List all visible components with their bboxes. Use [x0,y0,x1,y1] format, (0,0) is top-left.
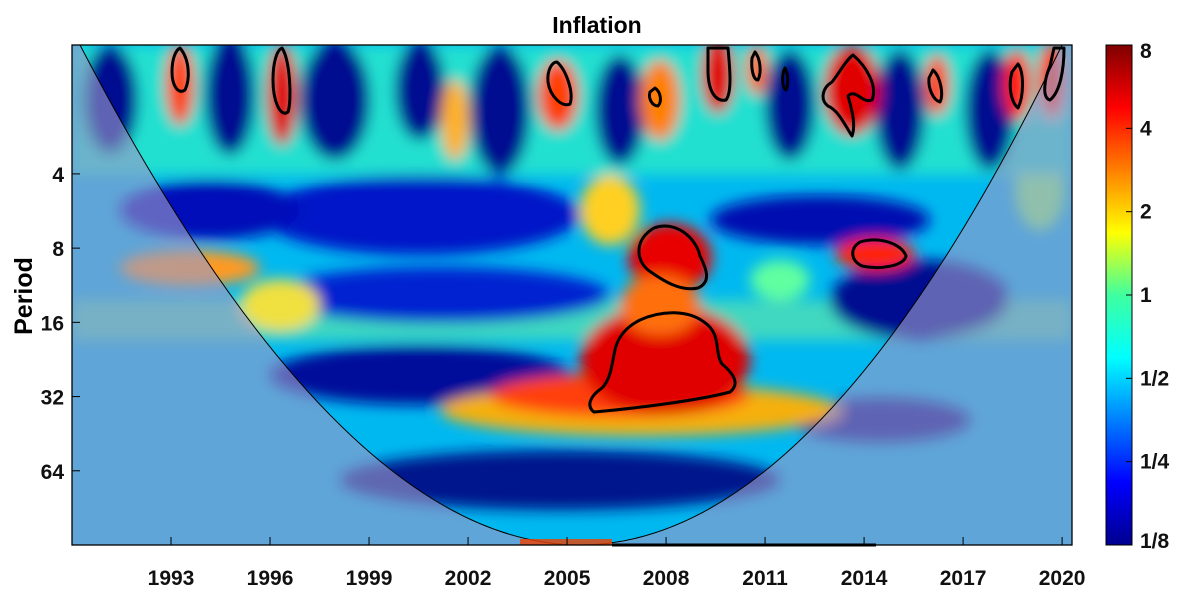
significance-contour [927,68,944,104]
chart-title: Inflation [552,12,641,38]
cone-of-influence-shade [72,45,1072,545]
power-blob-top-warm [925,55,949,115]
x-tick-label: 1996 [247,567,294,590]
y-tick-label: 8 [52,238,64,261]
power-blob-mid-blue [710,195,930,245]
power-blob-top-warm [441,80,469,160]
colorbar-tick-label: 2 [1140,201,1152,224]
colorbar: 1/8 1/4 1/2 1 2 4 8 [1105,40,1170,553]
power-blob-top-blue [875,50,925,170]
x-tick-label: 2014 [841,567,888,590]
significance-contour [648,86,662,108]
power-blob-top-warm [267,45,297,145]
power-field [72,45,1072,510]
x-tick-label: 2011 [742,567,788,590]
x-tick-label: 2017 [940,567,987,590]
x-tick-label: 2020 [1039,567,1086,590]
power-blob-hot [835,238,915,270]
colorbar-ticks: 1/8 1/4 1/2 1 2 4 8 [1126,40,1170,553]
y-tick-label: 32 [41,387,64,410]
significance-contour [1008,62,1024,110]
power-blob-top-warm [166,45,194,125]
power-blob-top-blue [205,45,255,155]
x-tick-label: 2005 [544,567,591,590]
y-axis-label: Period [10,257,38,335]
significance-contour [706,46,732,102]
colorbar-tick-label: 4 [1140,117,1152,140]
colorbar-tick-label: 1/8 [1140,530,1170,553]
power-blob-warm [750,260,810,300]
plot-area [71,44,1073,547]
y-tick-label: 4 [52,164,64,187]
colorbar-tick-label: 8 [1140,40,1152,63]
significance-contour [1043,46,1066,102]
significance-contour [170,46,190,93]
power-blob-deep [340,450,780,510]
significance-contour [851,238,908,270]
significance-contour [821,53,875,138]
y-tick-label: 64 [41,461,65,484]
significance-contour [750,50,762,82]
x-tick-label: 1999 [346,567,393,590]
power-blob-mid-blue [260,175,580,255]
bottom-warm-edge [520,539,612,545]
significance-contour [588,311,737,414]
power-blob-warm [240,279,320,331]
power-blob-low-blue [270,267,610,323]
y-axis: 4 8 16 32 64 [41,164,80,484]
power-blob-top-blue [965,50,1015,170]
power-blob-top-warm [1003,50,1031,120]
x-tick-label: 2008 [643,567,690,590]
power-blob-warm [580,175,640,245]
significance-contour [546,60,573,107]
colorbar-tick-label: 1/4 [1140,451,1170,474]
significance-contour [271,46,292,115]
power-blob-top-blue [300,45,370,160]
power-blob-top-blue [765,50,815,160]
power-blob-top-warm [702,45,734,113]
significance-contour [781,66,790,92]
power-blob-top-blue [595,55,645,165]
x-tick-label: 2002 [445,567,492,590]
y-tick-label: 16 [41,312,64,335]
significance-contour [637,224,708,291]
x-axis: 1993 1996 1999 2002 2005 2008 2011 2014 2017 2020 [148,537,1086,590]
power-blob-top-blue [470,45,530,175]
power-blob-top-blue [395,45,445,140]
colorbar-tick-label: 1 [1140,284,1152,307]
x-tick-label: 1993 [148,567,195,590]
plot-frame [71,44,1073,546]
colorbar-tick-label: 1/2 [1140,367,1169,390]
